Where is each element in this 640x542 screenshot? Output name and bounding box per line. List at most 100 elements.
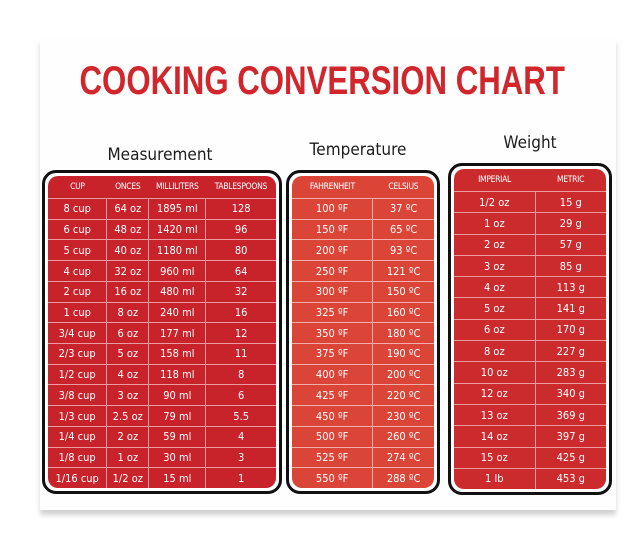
table-cell: 5.5 bbox=[205, 405, 276, 427]
column-header: FAHRENHEIT bbox=[309, 182, 355, 192]
table-cell: 5 oz bbox=[106, 343, 149, 365]
table-row: 1/4 cup 2 oz 59 ml 4 bbox=[48, 425, 276, 448]
table-cell: 2 oz bbox=[454, 233, 536, 256]
table-cell: 15 g bbox=[534, 190, 606, 213]
table-cell: 150 ºF bbox=[292, 218, 373, 240]
table-cell: 375 ºF bbox=[292, 343, 373, 365]
table-row: 250 ºF 121 ºC bbox=[292, 260, 434, 282]
table-cell: 425 ºF bbox=[292, 384, 373, 406]
table-row: 1 lb 453 g bbox=[454, 467, 606, 489]
table-cell: 1/2 oz bbox=[454, 190, 536, 213]
temperature-table-box: FAHRENHEIT CELSIUS 100 ºF 37 ºC 150 ºF 65 º… bbox=[286, 170, 440, 494]
weight-heading: Weight bbox=[503, 133, 557, 153]
table-cell: 400 ºF bbox=[292, 363, 373, 385]
table-cell: 150 ºC bbox=[372, 280, 434, 303]
table-cell: 32 oz bbox=[106, 260, 149, 282]
measurement-heading: Measurement bbox=[107, 145, 213, 165]
table-row: 5 oz 141 g bbox=[454, 297, 606, 320]
table-cell: 3 oz bbox=[106, 384, 149, 406]
table-cell: 8 oz bbox=[454, 340, 536, 362]
table-cell: 340 g bbox=[534, 382, 606, 405]
table-row: 1/2 cup 4 oz 118 ml 8 bbox=[48, 363, 276, 385]
table-cell: 12 oz bbox=[454, 382, 536, 405]
table-row: 1/16 cup 1/2 oz 15 ml 1 bbox=[48, 467, 276, 488]
table-row: 1/2 oz 15 g bbox=[454, 190, 606, 213]
table-cell: 260 ºC bbox=[372, 425, 434, 448]
table-cell: 227 g bbox=[534, 340, 606, 362]
table-cell: 240 ml bbox=[148, 301, 206, 323]
table-cell: 10 oz bbox=[454, 361, 536, 384]
table-cell: 13 oz bbox=[454, 403, 536, 426]
table-row: 350 ºF 180 ºC bbox=[292, 322, 434, 344]
table-cell: 453 g bbox=[534, 467, 606, 489]
table-cell: 425 g bbox=[534, 446, 606, 469]
table-cell: 93 ºC bbox=[372, 239, 434, 261]
table-cell: 6 cup bbox=[48, 218, 107, 240]
table-row: 1/8 cup 1 oz 30 ml 3 bbox=[48, 446, 276, 468]
measurement-table: CUP ONCES MILLILITERS TABLESPOONS 8 cup 6… bbox=[48, 176, 276, 488]
table-cell: 177 ml bbox=[148, 322, 206, 344]
table-cell: 1 bbox=[205, 467, 276, 488]
table-cell: 230 ºC bbox=[372, 405, 434, 427]
table-cell: 480 ml bbox=[148, 280, 206, 303]
table-cell: 550 ºF bbox=[292, 467, 373, 488]
table-row: 13 oz 369 g bbox=[454, 403, 606, 426]
table-cell: 369 g bbox=[534, 403, 606, 426]
table-row: 3/8 cup 3 oz 90 ml 6 bbox=[48, 384, 276, 406]
table-row: 2 oz 57 g bbox=[454, 233, 606, 256]
table-cell: 200 ºF bbox=[292, 239, 373, 261]
table-cell: 128 bbox=[205, 198, 276, 220]
table-cell: 397 g bbox=[534, 425, 606, 448]
table-cell: 96 bbox=[205, 218, 276, 240]
table-cell: 57 g bbox=[534, 233, 606, 256]
table-cell: 16 bbox=[205, 301, 276, 323]
table-cell: 1/16 cup bbox=[48, 467, 107, 488]
table-cell: 1895 ml bbox=[148, 198, 206, 220]
table-cell: 6 oz bbox=[106, 322, 149, 344]
table-row: 6 oz 170 g bbox=[454, 318, 606, 341]
table-cell: 1/3 cup bbox=[48, 405, 107, 427]
table-cell: 15 oz bbox=[454, 446, 536, 469]
table-cell: 100 ºF bbox=[292, 198, 373, 220]
table-cell: 288 ºC bbox=[372, 467, 434, 488]
table-cell: 59 ml bbox=[148, 425, 206, 448]
table-cell: 1 oz bbox=[454, 212, 536, 235]
table-cell: 5 oz bbox=[454, 297, 536, 320]
table-row: 3 oz 85 g bbox=[454, 254, 606, 277]
table-row: 4 oz 113 g bbox=[454, 276, 606, 298]
table-cell: 65 ºC bbox=[372, 218, 434, 240]
column-header: ONCES bbox=[115, 182, 141, 192]
table-cell: 79 ml bbox=[148, 405, 206, 427]
table-row: 2/3 cup 5 oz 158 ml 11 bbox=[48, 343, 276, 365]
table-cell: 325 ºF bbox=[292, 301, 373, 323]
table-cell: 250 ºF bbox=[292, 260, 373, 282]
table-cell: 6 bbox=[205, 384, 276, 406]
table-cell: 180 ºC bbox=[372, 322, 434, 344]
table-cell: 8 cup bbox=[48, 198, 107, 220]
table-row: 450 ºF 230 ºC bbox=[292, 405, 434, 427]
table-cell: 500 ºF bbox=[292, 425, 373, 448]
column-header: CELSIUS bbox=[388, 182, 419, 192]
table-cell: 160 ºC bbox=[372, 301, 434, 323]
table-cell: 350 ºF bbox=[292, 322, 373, 344]
table-cell: 300 ºF bbox=[292, 280, 373, 303]
table-row: 10 oz 283 g bbox=[454, 361, 606, 384]
table-cell: 85 g bbox=[534, 254, 606, 277]
column-header: CUP bbox=[70, 182, 85, 192]
table-cell: 220 ºC bbox=[372, 384, 434, 406]
table-cell: 2 cup bbox=[48, 280, 107, 303]
table-row: 500 ºF 260 ºC bbox=[292, 425, 434, 448]
table-cell: 121 ºC bbox=[372, 260, 434, 282]
table-cell: 32 bbox=[205, 280, 276, 303]
table-row: 15 oz 425 g bbox=[454, 446, 606, 469]
table-row: 12 oz 340 g bbox=[454, 382, 606, 405]
table-row: 1 oz 29 g bbox=[454, 212, 606, 235]
table-row: 400 ºF 200 ºC bbox=[292, 363, 434, 385]
table-row: 550 ºF 288 ºC bbox=[292, 467, 434, 488]
table-cell: 274 ºC bbox=[372, 446, 434, 468]
table-row: 2 cup 16 oz 480 ml 32 bbox=[48, 280, 276, 303]
column-header: TABLESPOONS bbox=[214, 182, 268, 192]
table-cell: 1/4 cup bbox=[48, 425, 107, 448]
table-cell: 12 bbox=[205, 322, 276, 344]
